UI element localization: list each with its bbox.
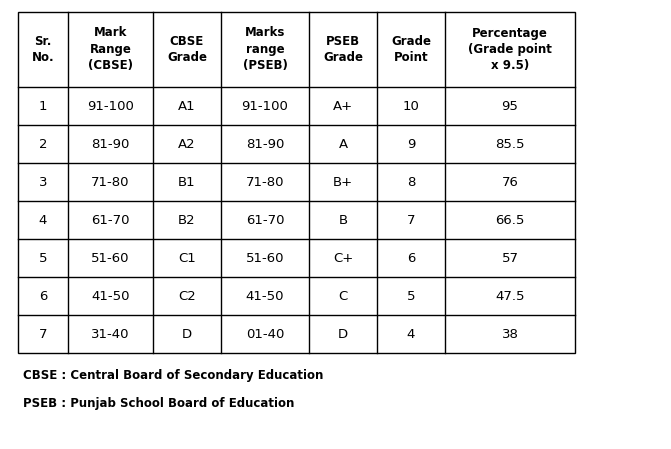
Text: PSEB : Punjab School Board of Education: PSEB : Punjab School Board of Education (23, 396, 295, 409)
Text: 51-60: 51-60 (91, 251, 130, 264)
Text: 66.5: 66.5 (495, 214, 525, 226)
Text: 57: 57 (501, 251, 519, 264)
Text: C: C (338, 290, 348, 303)
Text: 41-50: 41-50 (91, 290, 130, 303)
Text: 41-50: 41-50 (246, 290, 285, 303)
Text: Mark
Range
(CBSE): Mark Range (CBSE) (88, 26, 133, 72)
Text: PSEB
Grade: PSEB Grade (323, 35, 363, 64)
Text: 95: 95 (501, 100, 519, 113)
Text: C1: C1 (178, 251, 196, 264)
Text: A1: A1 (178, 100, 196, 113)
Text: Marks
range
(PSEB): Marks range (PSEB) (242, 26, 287, 72)
Text: B+: B+ (333, 176, 353, 189)
Text: 61-70: 61-70 (91, 214, 130, 226)
Text: 7: 7 (407, 214, 415, 226)
Text: 51-60: 51-60 (246, 251, 285, 264)
Text: 47.5: 47.5 (495, 290, 525, 303)
Text: 91-100: 91-100 (242, 100, 289, 113)
Text: 71-80: 71-80 (246, 176, 285, 189)
Text: 6: 6 (407, 251, 415, 264)
Text: B: B (338, 214, 348, 226)
Text: 76: 76 (501, 176, 519, 189)
Text: 10: 10 (403, 100, 419, 113)
Bar (18, 12, 575, 353)
Text: D: D (182, 327, 192, 340)
Text: 9: 9 (407, 137, 415, 150)
Text: B1: B1 (178, 176, 196, 189)
Text: 6: 6 (39, 290, 47, 303)
Text: 61-70: 61-70 (246, 214, 285, 226)
Text: 5: 5 (407, 290, 415, 303)
Text: 31-40: 31-40 (91, 327, 130, 340)
Text: CBSE : Central Board of Secondary Education: CBSE : Central Board of Secondary Educat… (23, 369, 323, 382)
Text: 38: 38 (501, 327, 519, 340)
Text: CBSE
Grade: CBSE Grade (167, 35, 207, 64)
Text: Sr.
No.: Sr. No. (32, 35, 54, 64)
Text: 4: 4 (407, 327, 415, 340)
Text: 91-100: 91-100 (87, 100, 134, 113)
Text: 5: 5 (39, 251, 47, 264)
Text: C+: C+ (333, 251, 353, 264)
Text: 71-80: 71-80 (91, 176, 130, 189)
Text: 4: 4 (39, 214, 47, 226)
Text: A: A (338, 137, 348, 150)
Text: 7: 7 (39, 327, 47, 340)
Text: 85.5: 85.5 (495, 137, 525, 150)
Text: 1: 1 (39, 100, 47, 113)
Text: A2: A2 (178, 137, 196, 150)
Text: 8: 8 (407, 176, 415, 189)
Text: 01-40: 01-40 (246, 327, 285, 340)
Text: Grade
Point: Grade Point (391, 35, 431, 64)
Bar (18, 12, 575, 353)
Text: C2: C2 (178, 290, 196, 303)
Text: 2: 2 (39, 137, 47, 150)
Text: D: D (338, 327, 348, 340)
Text: 3: 3 (39, 176, 47, 189)
Text: 81-90: 81-90 (91, 137, 130, 150)
Text: B2: B2 (178, 214, 196, 226)
Text: Percentage
(Grade point
x 9.5): Percentage (Grade point x 9.5) (468, 26, 552, 72)
Text: 81-90: 81-90 (246, 137, 285, 150)
Text: A+: A+ (333, 100, 353, 113)
